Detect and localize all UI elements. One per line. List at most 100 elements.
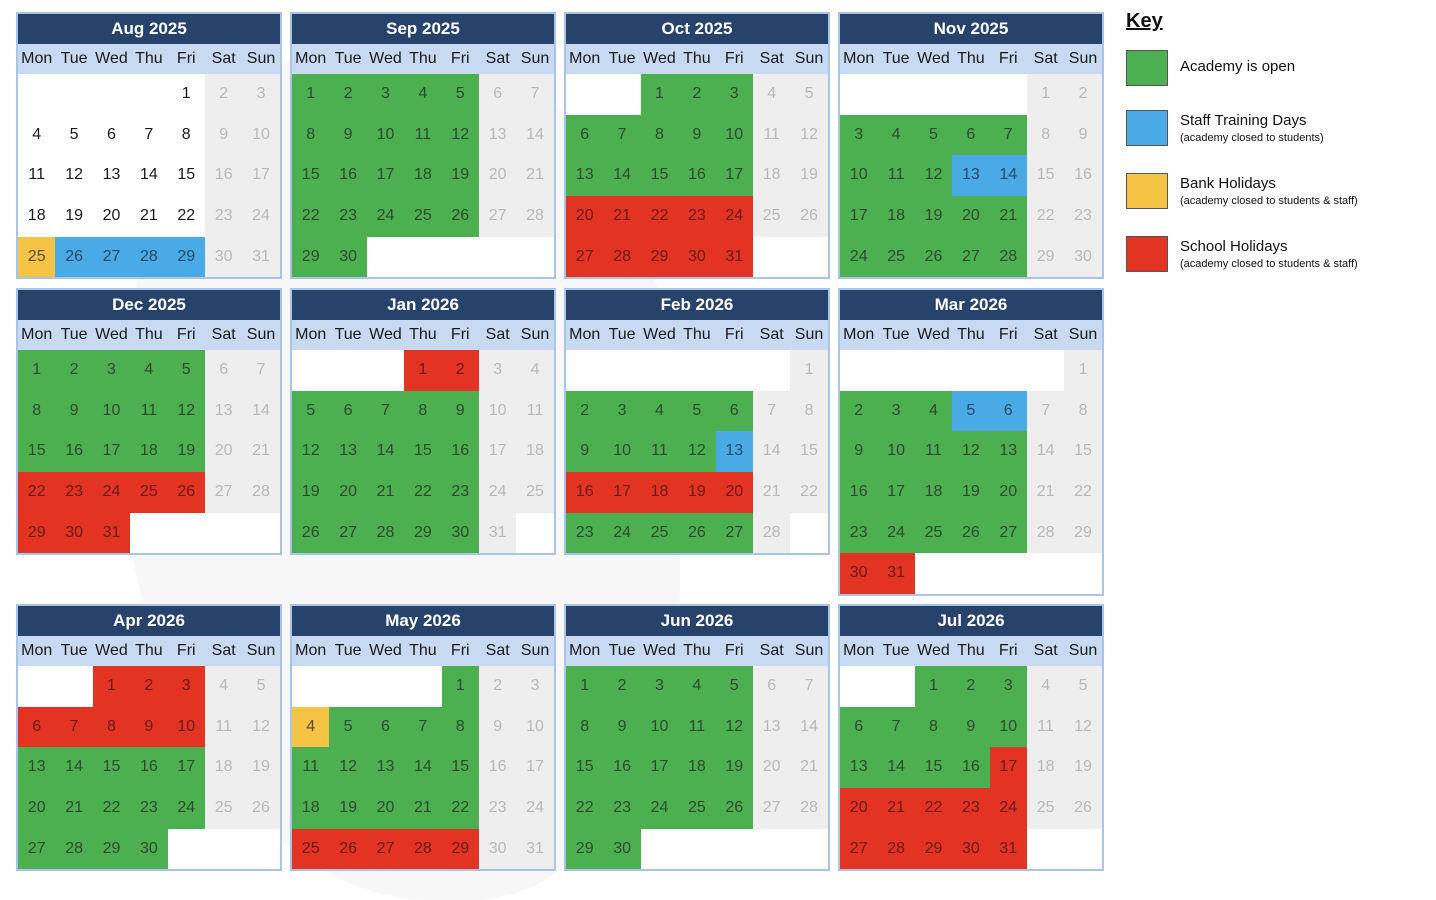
day-cell: 10: [242, 114, 280, 156]
weekday-label: Wed: [95, 642, 128, 659]
empty-cell: [18, 74, 55, 115]
day-cell: 28: [404, 828, 442, 870]
day-cell: 6: [92, 114, 131, 156]
weekday-label: Sun: [246, 326, 276, 343]
weekday-label: Mon: [295, 50, 327, 67]
day-cell: 15: [1064, 431, 1102, 473]
day-cell: 18: [18, 196, 56, 237]
day-cell: 12: [242, 706, 280, 748]
day-cell: 19: [292, 472, 330, 513]
day-cell: 22: [92, 788, 131, 829]
day-cell: 26: [292, 512, 330, 554]
day-cell: 29: [167, 236, 205, 278]
day-cell: 18: [404, 155, 442, 197]
weekday-label: Thu: [957, 50, 985, 67]
week-row: 15 16 17 18 19 20 21: [566, 747, 828, 789]
day-cell: 2: [204, 74, 243, 115]
weekday-label: Tue: [60, 50, 88, 67]
weekday-label: Thu: [409, 50, 437, 67]
day-cell: 25: [130, 472, 168, 513]
day-cell: 29: [640, 236, 679, 278]
day-cell: 2: [1064, 74, 1102, 115]
day-cell: 3: [640, 666, 679, 707]
week-row: 29 30: [566, 828, 828, 870]
day-cell: 16: [329, 155, 367, 197]
empty-cell: [790, 829, 827, 870]
day-cell: 4: [404, 74, 442, 115]
day-cell: 24: [715, 196, 753, 237]
weekday-label: Fri: [176, 642, 196, 659]
day-cell: 26: [441, 196, 479, 237]
day-cell: 24: [603, 512, 641, 554]
day-cell: 27: [840, 828, 878, 870]
week-row: 15 16 17 18 19 20 21: [18, 431, 280, 473]
day-cell: 24: [989, 788, 1027, 829]
weekday-label: Mon: [21, 50, 53, 67]
day-cell: 18: [640, 472, 679, 513]
weekday-header: Mon Tue Wed Thu Fri Sat Sun: [566, 636, 828, 666]
day-cell: 5: [790, 74, 828, 115]
day-cell: 9: [441, 390, 479, 432]
month-panel: Jun 2026 Mon Tue Wed Thu Fri Sat Sun 1 2 3 4 5 6 7 8 9 10…: [564, 604, 830, 872]
legend-swatch-training: [1126, 110, 1168, 146]
week-row: 5 6 7 8 9 10 11: [292, 390, 554, 432]
day-cell: 31: [478, 512, 517, 554]
day-cell: 16: [566, 472, 604, 513]
day-cell: 24: [92, 472, 131, 513]
day-cell: 13: [840, 747, 878, 789]
weekday-header: Mon Tue Wed Thu Fri Sat Sun: [18, 636, 280, 666]
day-cell: 25: [204, 788, 243, 829]
day-cell: 31: [715, 236, 753, 278]
weekday-label: Sun: [1068, 642, 1098, 659]
day-cell: 14: [55, 747, 93, 789]
day-cell: 17: [877, 472, 915, 513]
day-cell: 16: [130, 747, 168, 789]
day-cell: 10: [167, 706, 205, 748]
day-cell: 15: [92, 747, 131, 789]
day-cell: 13: [952, 155, 990, 197]
day-cell: 28: [366, 512, 405, 554]
legend: Key Academy is open Staff Training Days …: [1126, 10, 1426, 272]
day-cell: 26: [952, 512, 990, 554]
week-row: 20 21 22 23 24 25 26: [18, 788, 280, 829]
day-cell: 14: [752, 431, 791, 473]
weekday-label: Wed: [917, 642, 950, 659]
day-cell: 9: [840, 431, 878, 473]
day-cell: 23: [1064, 196, 1102, 237]
weekday-header: Mon Tue Wed Thu Fri Sat Sun: [292, 636, 554, 666]
day-cell: 24: [478, 472, 517, 513]
day-cell: 24: [516, 788, 554, 829]
empty-cell: [479, 237, 516, 278]
day-cell: 8: [640, 114, 679, 156]
day-cell: 13: [204, 390, 243, 432]
day-cell: 22: [640, 196, 679, 237]
weekday-label: Sat: [485, 50, 510, 67]
day-cell: 21: [1026, 472, 1065, 513]
day-cell: 26: [678, 512, 716, 554]
day-cell: 22: [404, 472, 442, 513]
day-cell: 26: [1064, 788, 1102, 829]
empty-cell: [952, 350, 989, 391]
weekday-label: Fri: [176, 50, 196, 67]
weekday-label: Tue: [608, 326, 636, 343]
weekday-label: Mon: [569, 642, 601, 659]
day-cell: 2: [566, 390, 604, 432]
empty-cell: [603, 74, 640, 115]
day-cell: 30: [678, 236, 716, 278]
weekday-label: Fri: [724, 642, 744, 659]
week-row: 29 30 31: [18, 512, 280, 554]
legend-swatch-bank: [1126, 173, 1168, 209]
day-cell: 20: [952, 196, 990, 237]
day-cell: 8: [92, 706, 131, 748]
empty-cell: [790, 237, 827, 278]
day-cell: 8: [18, 390, 56, 432]
day-cell: 10: [92, 390, 131, 432]
day-cell: 11: [1026, 706, 1065, 748]
day-cell: 14: [130, 155, 168, 197]
day-cell: 27: [92, 236, 131, 278]
day-cell: 19: [441, 155, 479, 197]
day-cell: 17: [366, 155, 405, 197]
week-row: 17 18 19 20 21 22 23: [840, 196, 1102, 237]
month-panel: Nov 2025 Mon Tue Wed Thu Fri Sat Sun 1 2 3 4 5 6 7 8 9 10…: [838, 12, 1104, 280]
day-cell: 28: [790, 788, 828, 829]
